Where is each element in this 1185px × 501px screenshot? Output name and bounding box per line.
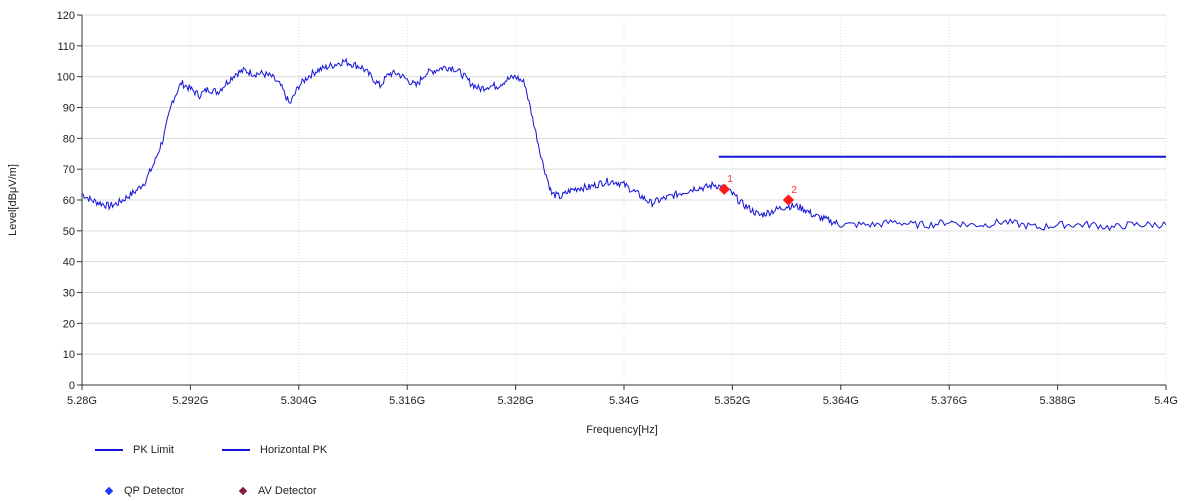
series-group [81, 57, 1167, 232]
x-tick-label: 5.34G [609, 395, 639, 407]
x-tick-labels: 5.28G 5.292G 5.304G 5.316G 5.328G 5.34G 5.352G… [67, 395, 1178, 407]
y-tick-label: 110 [57, 41, 75, 53]
emission-chart: 0 10 20 30 40 50 60 70 80 90 100 110 120 5.28G 5.292G… [7, 10, 1178, 436]
legend-av-detector-label: AV Detector [258, 485, 317, 497]
legend-pk-limit-swatch [95, 449, 123, 451]
x-tick-label: 5.352G [714, 395, 750, 407]
qp-diamond-icon [104, 486, 114, 496]
x-tick-label: 5.304G [281, 395, 317, 407]
y-tick-label: 80 [63, 133, 75, 145]
legend-pk-limit-label: PK Limit [133, 444, 174, 456]
y-tick-label: 40 [63, 257, 75, 269]
x-tick-label: 5.364G [823, 395, 859, 407]
x-axis-title: Frequency[Hz] [586, 424, 658, 436]
marker-label: 1 [727, 174, 733, 185]
x-tick-label: 5.292G [172, 395, 208, 407]
legend-qp-detector-label: QP Detector [124, 485, 185, 497]
grid [82, 14, 1167, 385]
x-tick-label: 5.388G [1040, 395, 1076, 407]
y-tick-label: 100 [57, 72, 75, 84]
y-tick-labels: 0 10 20 30 40 50 60 70 80 90 100 110 120 [57, 10, 75, 392]
av-diamond-icon [238, 486, 248, 496]
y-tick-label: 20 [63, 318, 75, 330]
legend-horizontal-pk-label: Horizontal PK [260, 444, 328, 456]
x-tick-label: 5.4G [1154, 395, 1178, 407]
legend-av-detector: AV Detector [236, 485, 317, 497]
x-tick-label: 5.316G [389, 395, 425, 407]
y-tick-label: 120 [57, 10, 75, 22]
y-tick-label: 30 [63, 288, 75, 300]
y-tick-label: 70 [63, 164, 75, 176]
y-axis-title: Level[dBμV/m] [7, 164, 19, 236]
legend-qp-detector: QP Detector [102, 485, 184, 497]
x-tick-label: 5.28G [67, 395, 97, 407]
marker-group: 12 [718, 174, 797, 206]
marker-point [782, 194, 795, 206]
x-tick-label: 5.376G [931, 395, 967, 407]
axes [77, 14, 1167, 390]
y-tick-label: 90 [63, 103, 75, 115]
y-tick-label: 50 [63, 226, 75, 238]
marker-point [718, 183, 730, 195]
legend-pk-limit: PK Limit [95, 444, 174, 456]
legend-horizontal-pk: Horizontal PK [222, 444, 327, 456]
marker-label: 2 [791, 185, 797, 196]
y-tick-label: 60 [63, 195, 75, 207]
legend-horizontal-pk-swatch [222, 449, 250, 451]
x-tick-label: 5.328G [498, 395, 534, 407]
y-tick-label: 0 [69, 380, 75, 392]
series-horizontal-pk [81, 57, 1167, 232]
y-tick-label: 10 [63, 349, 75, 361]
